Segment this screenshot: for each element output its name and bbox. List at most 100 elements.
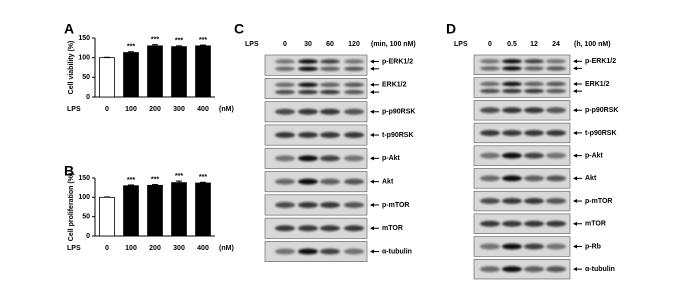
y-tick-label: 100 <box>78 194 90 201</box>
significance: *** <box>151 176 159 183</box>
arrow-head <box>370 66 374 71</box>
band <box>546 59 566 64</box>
arrow-head <box>573 176 577 181</box>
protein-label: ERK1/2 <box>585 81 610 88</box>
band <box>320 132 340 139</box>
band <box>320 108 340 115</box>
band <box>344 108 364 115</box>
lane-label: 12 <box>530 41 538 48</box>
bar <box>123 52 139 98</box>
band <box>524 88 544 94</box>
band <box>546 243 566 250</box>
protein-label: p-p90RSK <box>585 107 618 114</box>
x-tick-label: 400 <box>197 245 209 252</box>
arrow-head <box>370 156 374 161</box>
band <box>344 248 364 255</box>
x-label: LPS <box>67 245 81 252</box>
band <box>298 225 318 232</box>
band <box>502 88 522 94</box>
arrow-head <box>370 133 374 138</box>
band <box>524 81 544 87</box>
arrow-head <box>370 249 374 254</box>
band <box>546 66 566 71</box>
arrow-head <box>370 109 374 114</box>
band <box>502 175 522 182</box>
band <box>546 129 566 136</box>
panel-label: B <box>64 163 74 179</box>
lane-label: 0 <box>488 41 492 48</box>
band <box>344 132 364 139</box>
band <box>275 155 295 162</box>
significance: *** <box>175 38 183 45</box>
band <box>298 248 318 255</box>
bar <box>147 184 163 237</box>
band <box>275 225 295 232</box>
band <box>480 88 500 94</box>
lps-header: LPS <box>245 41 259 48</box>
band <box>546 198 566 205</box>
arrow-head <box>573 89 577 94</box>
band <box>524 220 544 227</box>
panel-label: A <box>64 21 74 37</box>
protein-label: α-tubulin <box>382 248 412 255</box>
band <box>480 66 500 71</box>
significance: *** <box>127 177 135 184</box>
lane-label: 0.5 <box>507 41 517 48</box>
band <box>298 59 318 64</box>
band <box>344 201 364 208</box>
blot-background <box>473 54 571 76</box>
band <box>275 108 295 115</box>
protein-label: t-p90RSK <box>382 132 414 139</box>
bar <box>171 46 187 98</box>
x-tick-label: 200 <box>149 106 161 113</box>
y-tick-label: 150 <box>78 175 90 182</box>
lane-label: 120 <box>348 41 360 48</box>
band <box>524 129 544 136</box>
band <box>320 248 340 255</box>
lane-label: 30 <box>304 41 312 48</box>
x-unit: (nM) <box>219 106 234 113</box>
protein-label: ERK1/2 <box>382 82 407 89</box>
band <box>298 108 318 115</box>
arrow-head <box>573 244 577 249</box>
band <box>298 82 318 87</box>
band <box>546 81 566 87</box>
band <box>524 198 544 205</box>
arrow-head <box>573 130 577 135</box>
arrow-head <box>573 267 577 272</box>
x-tick-label: 300 <box>173 106 185 113</box>
y-tick-label: 100 <box>78 55 90 62</box>
band <box>502 243 522 250</box>
band <box>480 81 500 87</box>
band <box>275 59 295 64</box>
band <box>298 178 318 185</box>
lane-unit: (h, 100 nM) <box>574 41 611 48</box>
arrow-head <box>573 153 577 158</box>
protein-label: Akt <box>585 175 597 182</box>
arrow-head <box>370 179 374 184</box>
x-label: LPS <box>67 106 81 113</box>
x-tick-label: 300 <box>173 245 185 252</box>
band <box>546 152 566 159</box>
band <box>502 198 522 205</box>
band <box>524 175 544 182</box>
band <box>524 266 544 273</box>
protein-label: p-mTOR <box>382 202 409 209</box>
protein-label: p-Rb <box>585 243 601 250</box>
arrow-head <box>573 108 577 113</box>
band <box>320 66 340 72</box>
lane-label: 0 <box>283 41 287 48</box>
protein-label: Akt <box>382 178 394 185</box>
band <box>524 243 544 250</box>
significance: *** <box>199 174 207 181</box>
band <box>524 59 544 64</box>
band <box>344 82 364 87</box>
arrow-head <box>370 226 374 231</box>
y-tick-label: 0 <box>86 94 90 101</box>
band <box>344 155 364 162</box>
y-tick-label: 150 <box>78 35 90 42</box>
lps-header: LPS <box>454 41 468 48</box>
x-tick-label: 0 <box>105 106 109 113</box>
protein-label: p-ERK1/2 <box>585 58 616 65</box>
band <box>480 107 500 114</box>
